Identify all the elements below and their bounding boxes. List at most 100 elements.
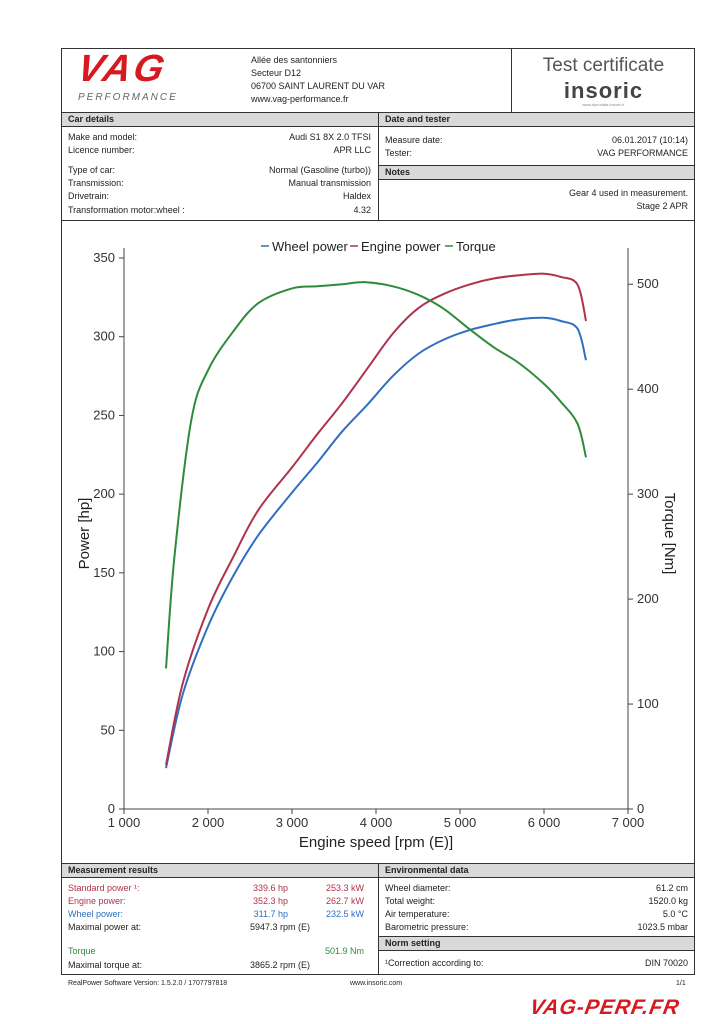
vag-logo-main: VAG [73,48,172,90]
measurement-results-heading: Measurement results [62,864,378,878]
y-axis-label: Power [hp] [76,498,93,570]
x-tick-label: 5 000 [444,815,477,830]
insoric-logo: insoric [563,78,644,103]
x-tick-label: 2 000 [192,815,225,830]
divider [61,112,695,113]
y-tick-label: 300 [93,329,115,344]
tester-label: Tester: [385,148,413,158]
legend-entry: Torque [456,239,496,254]
software-version: RealPower Software Version: 1.5.2.0 / 17… [68,980,228,987]
vag-perf-watermark: VAG-PERF.FR [528,996,682,1019]
y2-tick-label: 0 [637,801,644,816]
y2-tick-label: 500 [637,276,659,291]
standard-power-kw: 253.3 kW [325,883,364,893]
vag-performance-logo: VAG PERFORMANCE [72,48,242,106]
date-tester-heading: Date and tester [379,113,694,127]
legend-entry: Wheel power [272,239,349,254]
wheel-diameter-label: Wheel diameter: [385,883,451,893]
standard-power-hp: 339.6 hp [252,883,288,893]
y2-axis-label: Torque [Nm] [661,493,678,575]
drivetrain-label: Drivetrain: [68,191,110,201]
ratio-label: Transformation motor:wheel : [68,205,185,215]
x-tick-label: 1 000 [108,815,141,830]
divider [511,48,512,113]
y-tick-label: 100 [93,644,115,659]
x-axis-label: Engine speed [rpm (E)] [299,834,453,851]
max-torque-label: Maximal torque at: [68,960,143,970]
wheel-power-line [165,316,587,769]
ratio-value: 4.32 [353,205,371,215]
y2-tick-label: 300 [637,486,659,501]
standard-power-label: Standard power ¹: [68,883,140,893]
torque-value: 501.9 Nm [324,946,364,956]
barometric-pressure-label: Barometric pressure: [385,922,469,932]
y2-tick-label: 200 [637,591,659,606]
wheel-diameter-value: 61.2 cm [655,883,688,893]
address-line: 06700 SAINT LAURENT DU VAR [251,81,386,91]
notes-line-1: Gear 4 used in measurement. [568,188,688,198]
y2-tick-label: 100 [637,696,659,711]
wheel-power-label: Wheel power: [68,909,124,919]
footer-website[interactable]: www.insoric.com [350,980,403,987]
car-type-label: Type of car: [68,165,116,175]
x-tick-label: 3 000 [276,815,309,830]
max-torque-value: 3865.2 rpm (E) [249,960,310,970]
address-block: Allée des santonniers Secteur D12 06700 … [251,54,385,106]
y2-tick-label: 400 [637,381,659,396]
notes-line-2: Stage 2 APR [636,201,688,211]
max-power-label: Maximal power at: [68,922,142,932]
engine-power-label: Engine power: [68,896,126,906]
insoric-tagline: www.dynodata.insoric.fr [582,102,625,107]
vag-logo-sub: PERFORMANCE [78,92,178,103]
y-tick-label: 150 [93,565,115,580]
licence-label: Licence number: [68,145,135,155]
torque-line [165,281,587,669]
wheel-power-hp: 311.7 hp [253,909,288,919]
y-tick-label: 350 [93,250,115,265]
air-temperature-value: 5.0 °C [662,909,688,919]
website-link[interactable]: www.vag-performance.fr [251,94,349,104]
x-tick-label: 4 000 [360,815,393,830]
torque-label: Torque [68,946,96,956]
barometric-pressure-value: 1023.5 mbar [637,922,688,932]
certificate-title: Test certificate [542,55,665,76]
measure-date-value: 06.01.2017 (10:14) [611,135,688,145]
car-details-heading: Car details [62,113,378,127]
x-tick-label: 7 000 [612,815,645,830]
environmental-heading: Environmental data [379,864,694,878]
divider [379,936,695,937]
divider [378,864,379,975]
y-tick-label: 250 [93,407,115,422]
tester-value: VAG PERFORMANCE [597,148,688,158]
notes-heading: Notes [379,166,694,180]
total-weight-value: 1520.0 kg [648,896,688,906]
norm-label: ¹Correction according to: [385,958,484,968]
divider [379,165,695,166]
make-model-value: Audi S1 8X 2.0 TFSI [289,132,371,142]
page-number: 1/1 [676,980,686,987]
divider [61,863,695,864]
engine-power-hp: 352.3 hp [252,896,288,906]
wheel-power-kw: 232.5 kW [325,909,364,919]
norm-setting-heading: Norm setting [379,937,694,951]
measure-date-label: Measure date: [385,135,443,145]
legend-entry: Engine power [361,239,441,254]
divider [378,113,379,220]
car-type-value: Normal (Gasoline (turbo)) [268,165,371,175]
x-tick-label: 6 000 [528,815,561,830]
air-temperature-label: Air temperature: [385,909,450,919]
divider [61,220,695,221]
y-tick-label: 50 [101,722,115,737]
total-weight-label: Total weight: [385,896,436,906]
engine-power-line [165,272,587,766]
norm-value: DIN 70020 [644,958,688,968]
drivetrain-value: Haldex [342,191,371,201]
address-line: Allée des santonniers [251,55,338,65]
y-tick-label: 200 [93,486,115,501]
engine-power-kw: 262.7 kW [325,896,364,906]
make-model-label: Make and model: [68,132,138,142]
transmission-value: Manual transmission [288,178,371,188]
licence-value: APR LLC [333,145,371,155]
address-line: Secteur D12 [251,68,302,78]
